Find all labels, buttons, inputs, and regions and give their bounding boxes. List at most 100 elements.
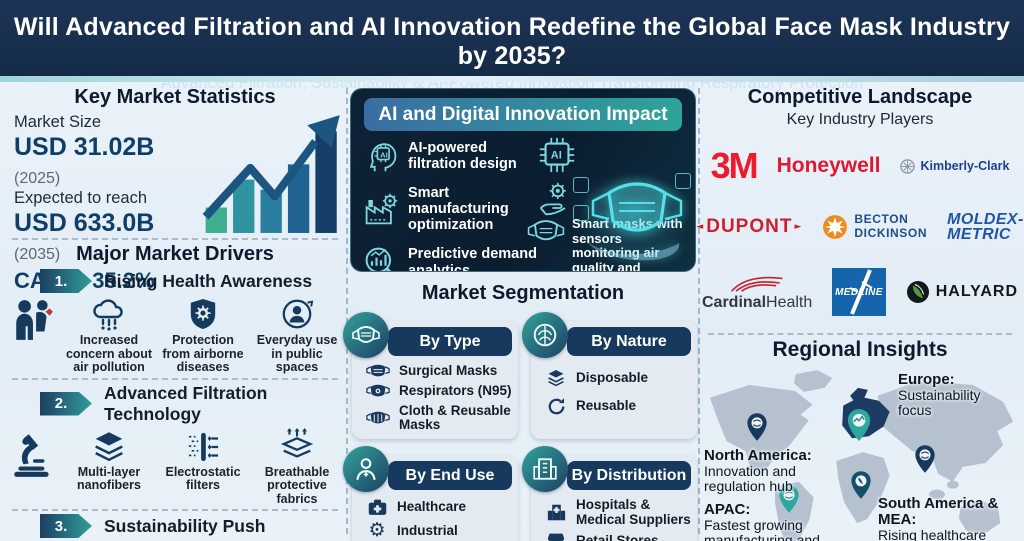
segment-title: By Distribution [567, 461, 691, 491]
svg-text:AI: AI [551, 149, 562, 161]
first-aid-icon [366, 498, 388, 516]
market-size-value: USD 31.02B (2025) [14, 132, 155, 187]
logo-medline: MEDLINE [832, 268, 886, 316]
segment-item: Respirators (N95) [366, 384, 512, 399]
logo-row-1: 3M Honeywell Kimberly-Clark [702, 145, 1018, 187]
market-size-year: (2025) [14, 169, 61, 187]
expected-year: (2035) [14, 245, 61, 263]
driver-point: Increased concern about air pollution [62, 295, 156, 375]
dashed-divider [12, 377, 338, 380]
logo-cardinal-health: CardinalHealth [702, 273, 812, 312]
dashed-divider-vertical-right [698, 88, 700, 534]
driver-rising-health-awareness: 1. Rising Health Awareness Increased con… [6, 269, 344, 375]
segment-title: By End Use [388, 461, 512, 491]
segment-item: Retail Stores [545, 532, 691, 541]
page-title: Will Advanced Filtration and AI Innovati… [13, 13, 1011, 70]
kimberly-clark-icon [900, 158, 916, 174]
breathable-fabric-icon [278, 427, 316, 463]
factory-gear-icon [363, 192, 399, 226]
shield-virus-icon [188, 295, 218, 331]
logo-halyard: HALYARD [906, 280, 1018, 304]
competitive-subheading: Key Industry Players [786, 111, 934, 128]
dashed-divider [12, 238, 338, 240]
growth-arrowhead [306, 115, 340, 148]
store-icon [545, 532, 567, 541]
logo-row-3: CardinalHealth MEDLINE HALYARD [702, 263, 1018, 321]
dashed-divider-vertical-left [346, 88, 348, 534]
expected-label: Expected to reach [14, 188, 147, 207]
ai-item-smart-masks: Smart masks with sensors monitoring air … [527, 216, 693, 271]
header: Will Advanced Filtration and AI Innovati… [0, 0, 1024, 92]
driver-point: Everyday use in public spaces [250, 295, 344, 375]
cloth-mask-icon [366, 411, 390, 426]
map-pin-mea [851, 471, 871, 499]
ai-item: Smart manufacturing optimization [363, 185, 539, 234]
market-size-label: Market Size [14, 113, 102, 131]
driver-3-badge: 3. [40, 514, 92, 538]
expected-value: USD 633.0B (2035) [14, 208, 155, 263]
segment-item: Reusable [545, 397, 691, 416]
cardinal-wings-icon [731, 276, 783, 292]
hologram-hand-icon [587, 241, 680, 261]
middle-section: AI and Digital Innovation Impact AI AI-p… [343, 84, 697, 541]
surgical-mask-icon [366, 364, 390, 379]
chart-magnifier-icon [363, 245, 399, 271]
holographic-mask-graphic [573, 171, 691, 263]
right-section: Competitive Landscape Key Industry Playe… [696, 84, 1023, 541]
segment-by-type: By Type Surgical Masks Respirators (N95)… [343, 312, 518, 440]
map-pin-europe [847, 409, 871, 441]
segment-by-nature: By Nature Disposable Reusable [522, 312, 697, 440]
growth-bar-chart [202, 115, 340, 233]
dupont-right-triangle-icon: ► [794, 222, 803, 232]
ai-chip-icon: AI [536, 135, 578, 180]
disposable-layers-icon [545, 369, 567, 387]
halyard-icon [906, 281, 929, 303]
region-label-samea: South America & MEA: Rising healthcare i… [878, 495, 999, 541]
key-stats-section: Key Market Statistics Market Size USD 31… [6, 84, 344, 538]
mask-circle-icon [343, 312, 389, 358]
smart-mask-icon [527, 217, 565, 245]
map-pin-south-america [779, 485, 799, 513]
reusable-refresh-icon [545, 397, 567, 416]
ai-item: AI AI-powered filtration design [363, 138, 539, 174]
hospital-building-icon [522, 446, 568, 493]
becton-dickinson-icon [823, 215, 848, 239]
logo-dupont: ◄ DUPONT ► [696, 216, 803, 237]
medline-needle-icon [849, 269, 873, 315]
brain-nature-icon [522, 312, 568, 358]
segmentation-grid: By Type Surgical Masks Respirators (N95)… [343, 312, 697, 541]
logo-3m: 3M [710, 145, 759, 186]
driver-advanced-filtration: 2. Advanced Filtration Technology Multi-… [6, 383, 344, 507]
segment-item: Disposable [545, 369, 691, 387]
driver-point: Electrostatic filters [156, 427, 250, 493]
ai-innovation-panel: AI and Digital Innovation Impact AI AI-p… [350, 88, 696, 272]
dashed-divider [12, 509, 338, 511]
logo-row-2: ◄ DUPONT ► BECTON DICKINSON MOLDEX- METRI… [696, 205, 1023, 249]
cloud-pollution-icon [91, 295, 127, 331]
electrostatic-filter-icon [186, 427, 220, 463]
driver-point: Breathable protective fabrics [250, 427, 344, 507]
respirator-icon [366, 384, 390, 399]
world-map: Europe: Sustainability focus North Ameri… [702, 366, 1018, 541]
region-label-europe: Europe: Sustainability focus [898, 371, 981, 419]
map-pin-north-america [747, 413, 767, 441]
driver-1-title: Rising Health Awareness [104, 270, 313, 291]
map-pin-apac [915, 445, 935, 473]
people-health-icon [6, 295, 62, 345]
segment-title: By Nature [567, 327, 691, 356]
segment-item: Surgical Masks [366, 364, 512, 379]
segment-item: Cloth & Reusable Masks [366, 403, 512, 432]
doctor-icon [343, 446, 389, 493]
segment-item: ⚙ Industrial [366, 521, 512, 540]
hospital-mini-icon [545, 503, 567, 522]
dashed-divider [708, 333, 1012, 335]
logo-kimberly-clark: Kimberly-Clark [900, 158, 1009, 174]
microscope-icon [6, 427, 62, 479]
logo-becton-dickinson: BECTON DICKINSON [822, 212, 927, 241]
segment-by-end-use: By End Use Healthcare ⚙ Industrial Perso… [343, 446, 518, 541]
competitive-heading: Competitive Landscape [747, 86, 973, 108]
svg-text:AI: AI [380, 150, 388, 159]
header-accent-strip [0, 76, 1024, 82]
segment-item: Healthcare [366, 498, 512, 516]
